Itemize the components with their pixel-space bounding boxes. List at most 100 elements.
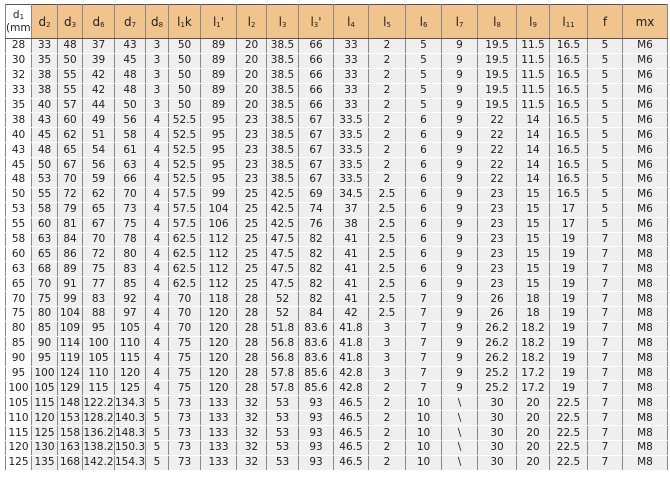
table-cell: 65: [82, 202, 115, 218]
table-cell: 9: [441, 366, 478, 382]
header-subscript: 8: [158, 20, 164, 29]
table-row: 30 35 50 39 45 3 50 89 20 38.5 66 33 2 5 9 19.5 11.5 16.5…: [5, 53, 668, 69]
header-symbol: l: [212, 14, 217, 29]
table-cell: 4: [145, 142, 169, 159]
table-cell: 9: [441, 336, 478, 352]
table-row: 53 58 79 65 73 4 57.5 104 25 42.5 74 37 2.5 6 9 23 15 17 5…: [5, 202, 668, 218]
table-row: 28 33 48 37 43 3 50 89 20 38.5 66 33 2 5 9 19.5 11.5 16.5…: [5, 38, 668, 54]
column-header: mx: [622, 4, 668, 39]
table-cell: 6: [405, 261, 442, 278]
table-cell: 9: [441, 351, 478, 367]
table-cell: 3: [145, 53, 169, 69]
table-cell: 158: [57, 425, 83, 442]
table-cell: 92: [114, 291, 146, 308]
table-cell: 19: [549, 246, 588, 263]
table-cell: 60: [5, 246, 32, 263]
table-cell: 14: [516, 157, 550, 174]
table-cell: 46.5: [333, 395, 369, 412]
table-cell: 59: [82, 172, 115, 188]
table-cell: 5: [587, 157, 623, 174]
table-cell: 2.5: [368, 291, 406, 308]
table-cell: 4: [145, 380, 169, 397]
table-cell: 20: [516, 440, 550, 456]
table-cell: 50: [168, 53, 201, 69]
table-cell: 9: [441, 187, 478, 203]
table-cell: 66: [298, 68, 334, 84]
table-cell: 75: [168, 366, 201, 382]
table-cell: 40: [5, 127, 32, 144]
table-cell: 2.5: [368, 217, 406, 233]
table-cell: 28: [236, 351, 267, 367]
table-cell: 42: [82, 83, 115, 99]
table-cell: 120: [5, 440, 32, 456]
table-cell: 110: [5, 410, 32, 427]
table-cell: 7: [587, 261, 623, 278]
table-cell: 10: [405, 395, 442, 412]
table-cell: 6: [405, 202, 442, 218]
table-cell: 2: [368, 98, 406, 114]
table-cell: 7: [405, 380, 442, 397]
table-cell: 63: [31, 232, 58, 248]
column-header: l4: [333, 4, 369, 39]
table-cell: 30: [477, 395, 517, 412]
table-cell: 38.5: [266, 112, 299, 129]
table-cell: 57.5: [168, 187, 201, 203]
table-cell: 19: [549, 336, 588, 352]
table-cell: 63: [5, 261, 32, 278]
table-cell: 72: [82, 246, 115, 263]
table-cell: 76: [298, 217, 334, 233]
header-symbol: d: [123, 14, 132, 29]
header-symbol: l: [383, 14, 387, 29]
table-cell: 7: [587, 455, 623, 471]
table-cell: 100: [5, 380, 32, 397]
table-cell: 46.5: [333, 410, 369, 427]
table-cell: 5: [587, 142, 623, 159]
header-suffix: k: [184, 14, 192, 29]
table-cell: 33: [333, 83, 369, 99]
table-cell: 22.5: [549, 455, 588, 471]
table-cell: 47.5: [266, 261, 299, 278]
table-cell: 33: [333, 98, 369, 114]
table-cell: 18.2: [516, 351, 550, 367]
table-cell: 4: [145, 261, 169, 278]
table-cell: 2: [368, 395, 406, 412]
table-cell: 68: [31, 261, 58, 278]
table-cell: 129: [57, 380, 83, 397]
header-subscript: 9: [532, 20, 537, 29]
table-cell: 32: [236, 455, 267, 471]
table-cell: 85: [5, 336, 32, 352]
table-cell: 2: [368, 127, 406, 144]
table-cell: 2.5: [368, 261, 406, 278]
column-header: d3: [57, 4, 83, 39]
table-cell: 85.6: [298, 380, 334, 397]
table-cell: 19: [549, 232, 588, 248]
table-cell: M8: [622, 366, 668, 382]
table-cell: 5: [145, 440, 169, 456]
table-cell: 46.5: [333, 425, 369, 442]
table-cell: 168: [57, 455, 83, 471]
table-cell: 83.6: [298, 336, 334, 352]
table-cell: 105: [5, 395, 32, 412]
table-cell: 7: [587, 440, 623, 456]
table-cell: 120: [200, 366, 237, 382]
table-cell: 32: [5, 68, 32, 84]
table-cell: 52: [266, 291, 299, 308]
table-cell: 133: [200, 410, 237, 427]
table-cell: 38.5: [266, 142, 299, 159]
table-cell: 52.5: [168, 127, 201, 144]
table-cell: 118: [200, 291, 237, 308]
table-cell: 28: [236, 366, 267, 382]
table-cell: \: [441, 440, 478, 456]
table-cell: 33: [31, 38, 58, 54]
table-cell: 55: [31, 187, 58, 203]
table-cell: 32: [236, 440, 267, 456]
table-cell: 14: [516, 142, 550, 159]
table-row: 75 80 104 88 97 4 70 120 28 52 84 42 2.5 7 9 26 18 19 7 M8: [5, 306, 668, 322]
table-cell: 55: [5, 217, 32, 233]
table-cell: 22: [477, 112, 517, 129]
table-cell: 9: [441, 127, 478, 144]
table-cell: 38.5: [266, 38, 299, 54]
table-cell: 5: [405, 38, 442, 54]
table-cell: 100: [31, 366, 58, 382]
table-cell: 6: [405, 142, 442, 159]
